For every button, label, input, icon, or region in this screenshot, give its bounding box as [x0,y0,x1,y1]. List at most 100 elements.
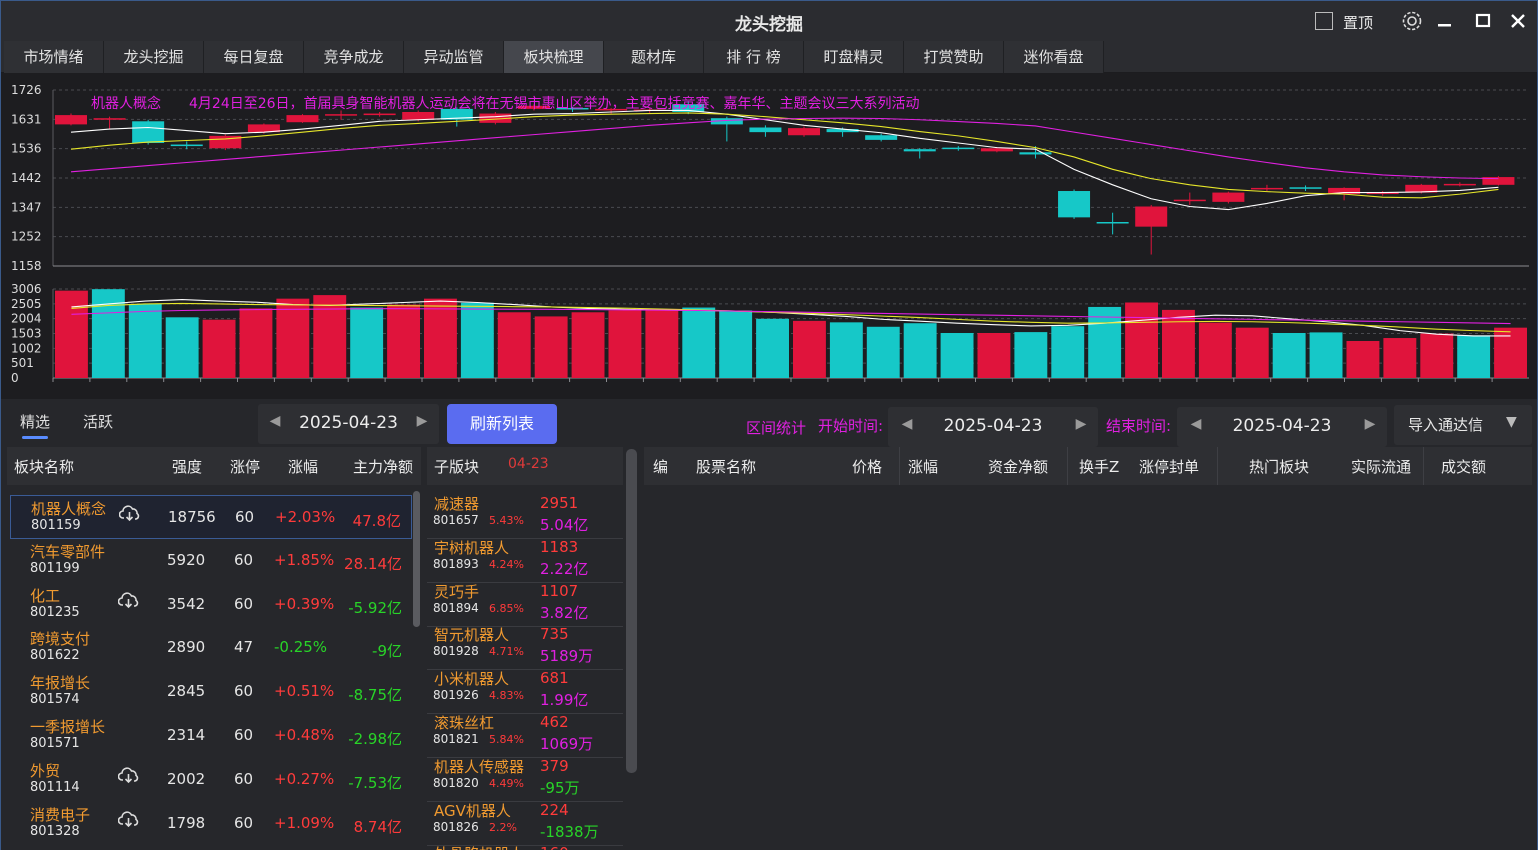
y-tick-label: 1347 [11,200,42,214]
end-prev-icon[interactable]: ◀ [1190,416,1202,432]
plate-row[interactable]: 消费电子 801328 1798 60 +1.09% 8.74亿 [10,802,412,846]
header-main-flow[interactable]: 主力净额 [353,458,414,476]
range-stat-label[interactable]: 区间统计 [746,419,807,437]
volume-bar [497,312,531,378]
plate-limit-count: 60 [234,769,254,788]
sub-scrollbar[interactable] [626,449,637,773]
sub-plate-row[interactable]: 机器人传感器 801820 4.49% 379 -95万 [427,757,623,802]
cloud-download-icon[interactable] [117,766,140,784]
end-next-icon[interactable]: ▶ [1364,416,1376,432]
tab-3[interactable]: 竞争成龙 [304,41,404,73]
plate-limit-count: 60 [234,726,254,744]
plate-row[interactable]: 年报增长 801574 2845 60 +0.51% -8.75亿 [10,670,412,714]
plate-change: +0.27% [274,769,335,788]
gear-icon[interactable] [1400,9,1424,33]
header-float[interactable]: 实际流通 [1351,458,1412,476]
header-turnover[interactable]: 换手Z [1079,458,1120,476]
plate-main-flow: -2.98亿 [348,730,402,748]
header-hot-plate[interactable]: 热门板块 [1249,458,1310,476]
header-stock-name[interactable]: 股票名称 [696,458,757,476]
header-turnover-amount[interactable]: 成交额 [1441,458,1487,476]
header-plate-name[interactable]: 板块名称 [14,458,75,476]
header-index[interactable]: 编 [653,458,669,476]
plate-code: 801159 [31,518,81,533]
sub-plate-row[interactable]: 外骨骼机器人 160 [427,845,623,850]
volume-bar [202,319,236,378]
header-price[interactable]: 价格 [852,458,883,476]
plate-scrollbar[interactable] [413,491,420,627]
plate-main-flow: -7.53亿 [348,773,402,792]
tab-0[interactable]: 市场情绪 [4,41,104,73]
candle-body [363,113,396,116]
y-tick-label: 1503 [11,327,42,341]
tab-1[interactable]: 龙头挖掘 [104,41,204,73]
volume-bar [756,318,789,378]
sub-plate-row[interactable]: 宇树机器人 801893 4.24% 1183 2.22亿 [427,538,623,583]
plate-strength: 18756 [168,508,216,526]
close-icon[interactable] [1506,9,1530,33]
plate-table-header: 板块名称 强度 涨停 涨幅 主力净额 [7,447,421,485]
sub-plate-amount: 2.22亿 [540,559,589,578]
maximize-icon[interactable] [1471,9,1495,33]
sub-plate-row[interactable]: 智元机器人 801928 4.71% 735 5189万 [427,625,623,671]
start-date-picker[interactable]: ◀ 2025-04-23 ▶ [888,407,1098,447]
start-next-icon[interactable]: ▶ [1075,416,1087,432]
tab-9[interactable]: 打赏赞助 [904,41,1004,73]
moving-average-line [70,112,1499,199]
volume-average-line [71,308,1511,325]
tab-2[interactable]: 每日复盘 [204,41,304,73]
y-tick-label: 1442 [11,171,42,185]
volume-bar [1198,322,1232,378]
date-picker[interactable]: ◀ 2025-04-23 ▶ [258,404,439,444]
header-change[interactable]: 涨幅 [288,458,319,476]
cloud-download-icon[interactable] [117,591,140,609]
next-date-icon[interactable]: ▶ [416,413,428,429]
refresh-list-button[interactable]: 刷新列表 [447,404,557,444]
start-prev-icon[interactable]: ◀ [901,416,913,432]
sub-plate-row[interactable]: 小米机器人 801926 4.83% 681 1.99亿 [427,669,623,715]
header-seal-order[interactable]: 涨停封单 [1139,458,1200,476]
plate-code: 801574 [30,692,80,708]
minimize-icon[interactable] [1433,9,1457,33]
volume-average-line [71,302,1511,333]
sub-plate-row[interactable]: 滚珠丝杠 801821 5.84% 462 1069万 [427,713,623,758]
plate-row[interactable]: 汽车零部件 801199 5920 60 +1.85% 28.14亿 [10,539,412,583]
tab-4[interactable]: 异动监管 [404,41,504,73]
subtab-selected[interactable]: 精选 [20,413,51,431]
volume-bar [903,323,937,378]
column-divider [1217,447,1218,485]
end-date-picker[interactable]: ◀ 2025-04-23 ▶ [1177,407,1387,447]
tab-7[interactable]: 排 行 榜 [704,41,804,73]
subtab-active[interactable]: 活跃 [83,413,114,431]
plate-row[interactable]: 一季报增长 801571 2314 60 +0.48% -2.98亿 [10,714,412,758]
plate-row[interactable]: 化工 801235 3542 60 +0.39% -5.92亿 [10,583,412,627]
tab-5[interactable]: 板块梳理 [504,41,604,73]
header-limit-up[interactable]: 涨停 [230,458,261,476]
sub-plate-row[interactable]: 减速器 801657 5.43% 2951 5.04亿 [427,494,623,539]
volume-bar [460,302,494,378]
tab-6[interactable]: 题材库 [604,41,704,73]
end-date-text: 2025-04-23 [1232,416,1332,436]
candle-body [247,124,280,133]
tab-10[interactable]: 迷你看盘 [1004,41,1104,73]
import-tdx-dropdown[interactable]: 导入通达信 ▼ [1394,405,1532,445]
header-stock-change[interactable]: 涨幅 [908,458,939,476]
plate-row[interactable]: 跨境支付 801622 2890 47 -0.25% -9亿 [10,626,412,670]
plate-strength: 2002 [167,769,206,788]
volume-bar [350,307,384,378]
tab-8[interactable]: 盯盘精灵 [804,41,904,73]
volume-bar [1088,306,1122,378]
header-strength[interactable]: 强度 [172,458,203,476]
volume-bar [1235,327,1269,378]
cloud-download-icon[interactable] [117,810,140,828]
cloud-download-icon[interactable] [118,504,141,522]
sub-plate-amount: 1069万 [540,735,594,753]
header-fund-net[interactable]: 资金净额 [988,458,1049,476]
volume-bar [239,308,273,378]
plate-row[interactable]: 外贸 801114 2002 60 +0.27% -7.53亿 [10,758,412,802]
pin-checkbox[interactable] [1315,12,1333,30]
plate-row[interactable]: 机器人概念 801159 18756 60 +2.03% 47.8亿 [10,495,412,539]
sub-plate-row[interactable]: 灵巧手 801894 6.85% 1107 3.82亿 [427,582,623,627]
sub-plate-row[interactable]: AGV机器人 801826 2.2% 224 -1838万 [427,801,623,846]
prev-date-icon[interactable]: ◀ [269,413,281,429]
